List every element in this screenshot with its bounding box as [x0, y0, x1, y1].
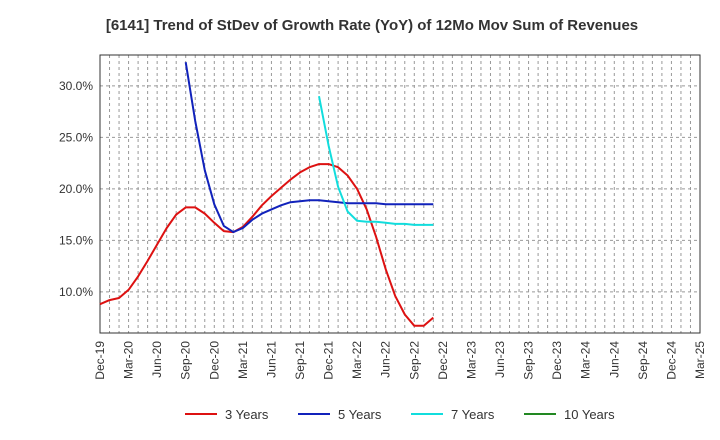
- grid-layer: [100, 55, 700, 333]
- x-axis: Dec-19 Mar-20 Jun-20 Sep-20 Dec-20 Mar-21 Jun-…: [93, 341, 707, 380]
- x-tick-label: Mar-22: [350, 341, 364, 379]
- x-tick-label: Sep-21: [293, 341, 307, 380]
- x-tick-label: Dec-23: [550, 341, 564, 380]
- x-tick-label: Dec-21: [322, 341, 336, 380]
- x-tick-label: Jun-22: [379, 341, 393, 378]
- legend: 3 Years 5 Years 7 Years 10 Years: [185, 407, 615, 422]
- x-tick-label: Dec-19: [93, 341, 107, 380]
- x-tick-label: Sep-24: [636, 341, 650, 380]
- series-line-5-years: [184, 62, 434, 234]
- x-tick-label: Dec-22: [436, 341, 450, 380]
- x-tick-label: Sep-22: [407, 341, 421, 380]
- y-tick-label: 30.0%: [59, 79, 93, 93]
- series-line-7-years: [318, 96, 434, 226]
- x-tick-label: Jun-20: [150, 341, 164, 378]
- legend-label: 7 Years: [451, 407, 495, 422]
- y-tick-label: 15.0%: [59, 233, 93, 247]
- x-tick-label: Mar-25: [693, 341, 707, 379]
- x-tick-label: Dec-24: [664, 341, 678, 380]
- x-tick-label: Jun-24: [607, 341, 621, 378]
- x-tick-label: Mar-21: [236, 341, 250, 379]
- y-tick-label: 20.0%: [59, 182, 93, 196]
- x-tick-label: Mar-24: [579, 341, 593, 379]
- legend-label: 3 Years: [225, 407, 269, 422]
- x-tick-label: Dec-20: [207, 341, 221, 380]
- series-line-3-years: [99, 163, 434, 327]
- plot-frame: [99, 54, 701, 334]
- y-axis: 10.0% 15.0% 20.0% 25.0% 30.0%: [59, 79, 93, 299]
- x-tick-label: Sep-23: [522, 341, 536, 380]
- x-tick-label: Sep-20: [179, 341, 193, 380]
- y-tick-label: 25.0%: [59, 130, 93, 144]
- x-tick-label: Mar-23: [464, 341, 478, 379]
- x-tick-label: Jun-21: [264, 341, 278, 378]
- legend-label: 10 Years: [564, 407, 615, 422]
- chart-title: [6141] Trend of StDev of Growth Rate (Yo…: [106, 17, 638, 34]
- series-layer: [99, 62, 434, 327]
- x-tick-label: Jun-23: [493, 341, 507, 378]
- legend-label: 5 Years: [338, 407, 382, 422]
- y-tick-label: 10.0%: [59, 285, 93, 299]
- x-tick-label: Mar-20: [122, 341, 136, 379]
